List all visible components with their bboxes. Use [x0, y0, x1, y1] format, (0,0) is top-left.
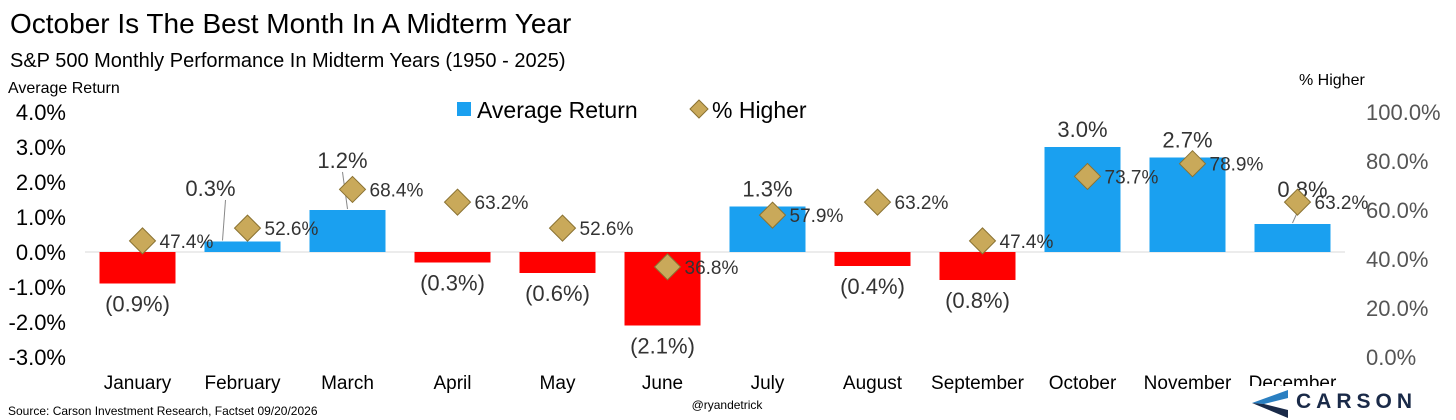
marker-data-label: 52.6% [265, 219, 319, 240]
marker-data-label: 63.2% [475, 193, 529, 214]
x-tick-label: May [540, 373, 576, 394]
bar-average-return [204, 241, 281, 252]
legend-label-average-return: Average Return [477, 97, 638, 123]
source-note: Source: Carson Investment Research, Fact… [8, 404, 318, 418]
bar-data-label: (0.9%) [105, 292, 170, 317]
bar-data-label: 0.3% [185, 176, 235, 201]
y-left-tick-label: -3.0% [9, 345, 66, 370]
bar-average-return [1254, 224, 1331, 252]
x-tick-label: February [204, 373, 281, 394]
bar-data-label: (0.3%) [420, 271, 485, 296]
bar-average-return [519, 252, 596, 273]
marker-data-label: 47.4% [1000, 232, 1054, 253]
x-tick-label: August [843, 373, 903, 394]
bar-data-label: (2.1%) [630, 334, 695, 359]
y-left-tick-label: 3.0% [16, 135, 66, 160]
marker-data-label: 63.2% [895, 193, 949, 214]
marker-data-label: 36.8% [685, 258, 739, 279]
bar-data-label: (0.8%) [945, 288, 1010, 313]
chart-subtitle: S&P 500 Monthly Performance In Midterm Y… [10, 50, 566, 72]
y-right-tick-label: 100.0% [1366, 100, 1441, 125]
carson-logo-text: CARSON [1296, 390, 1418, 413]
bar-average-return [99, 252, 176, 284]
y-left-tick-label: 1.0% [16, 205, 66, 230]
y-left-tick-label: -1.0% [9, 275, 66, 300]
bar-data-label: (0.4%) [840, 274, 905, 299]
marker-pct-higher [338, 175, 367, 204]
y-axis-right-label: % Higher [1299, 72, 1365, 89]
marker-data-label: 78.9% [1210, 155, 1264, 176]
legend-label-pct-higher: % Higher [712, 97, 807, 123]
marker-data-label: 52.6% [580, 219, 634, 240]
carson-logo: CARSON [1244, 386, 1456, 420]
x-tick-label: November [1144, 373, 1232, 394]
marker-data-label: 63.2% [1315, 193, 1369, 214]
bar-average-return [939, 252, 1016, 280]
marker-pct-higher [863, 188, 892, 216]
data-label-leader [222, 199, 226, 241]
marker-data-label: 68.4% [370, 180, 424, 201]
bar-average-return [1044, 147, 1121, 252]
bar-average-return [834, 252, 911, 266]
bar-data-label: 2.7% [1162, 128, 1212, 153]
x-tick-label: July [751, 373, 785, 394]
y-left-tick-label: 4.0% [16, 100, 66, 125]
marker-pct-higher [1073, 162, 1102, 191]
y-left-tick-label: 2.0% [16, 170, 66, 195]
bar-average-return [414, 252, 491, 263]
legend-swatch-average-return [457, 102, 471, 116]
marker-pct-higher [548, 214, 577, 242]
legend-swatch-pct-higher [689, 99, 709, 119]
bar-average-return [1149, 157, 1226, 252]
y-right-tick-label: 40.0% [1366, 247, 1428, 272]
y-left-tick-label: 0.0% [16, 240, 66, 265]
marker-data-label: 73.7% [1105, 167, 1159, 188]
marker-pct-higher [758, 201, 787, 229]
marker-pct-higher [443, 188, 472, 216]
bar-data-label: 1.2% [317, 148, 367, 173]
marker-pct-higher [233, 214, 262, 242]
marker-pct-higher [968, 227, 997, 255]
bar-data-label: 1.3% [742, 177, 792, 202]
bar-average-return [309, 210, 386, 252]
bar-data-label: (0.6%) [525, 281, 590, 306]
x-tick-label: June [642, 373, 683, 394]
bar-data-label: 3.0% [1057, 117, 1107, 142]
y-right-tick-label: 20.0% [1366, 296, 1428, 321]
y-right-tick-label: 0.0% [1366, 345, 1416, 370]
x-tick-label: March [321, 373, 374, 394]
x-tick-label: January [104, 373, 172, 394]
marker-pct-higher [1283, 188, 1312, 216]
x-tick-label: April [433, 373, 471, 394]
x-tick-label: October [1049, 373, 1117, 394]
y-left-tick-label: -2.0% [9, 310, 66, 335]
marker-pct-higher [128, 227, 157, 255]
marker-pct-higher [653, 253, 682, 281]
carson-logo-mark-icon [1252, 390, 1288, 418]
marker-data-label: 47.4% [160, 232, 214, 253]
author-credit: @ryandetrick [691, 398, 763, 412]
marker-data-label: 57.9% [790, 206, 844, 227]
marker-pct-higher [1178, 149, 1207, 178]
x-tick-label: September [931, 373, 1025, 394]
y-axis-left-label: Average Return [8, 80, 120, 97]
y-right-tick-label: 80.0% [1366, 149, 1428, 174]
chart-title: October Is The Best Month In A Midterm Y… [10, 8, 572, 39]
y-right-tick-label: 60.0% [1366, 198, 1428, 223]
